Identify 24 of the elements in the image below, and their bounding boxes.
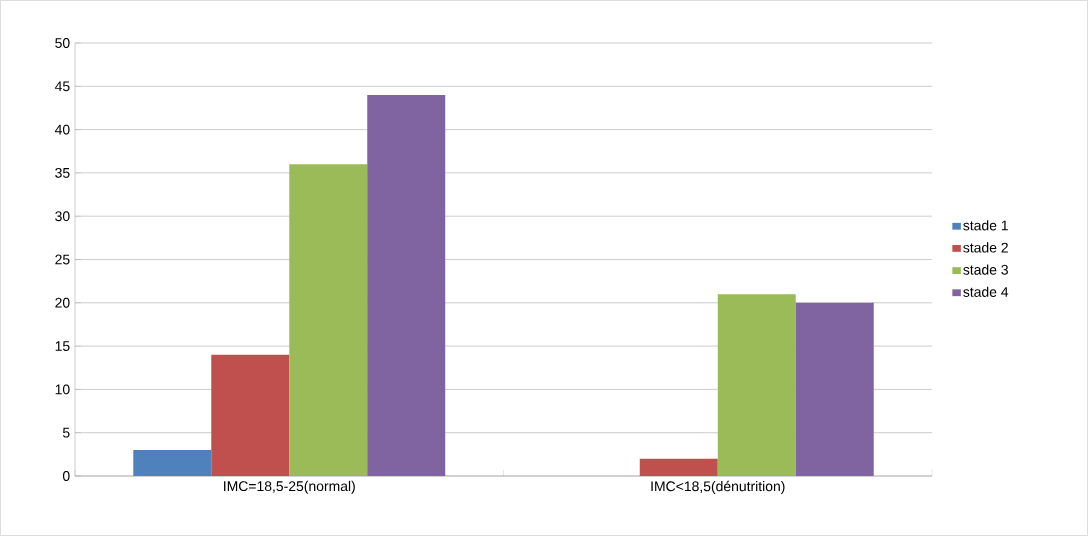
x-tick-label: IMC<18,5(dénutrition) xyxy=(651,480,785,495)
bar xyxy=(289,164,368,476)
legend-label: stade 2 xyxy=(963,242,1008,253)
y-tick-label: 20 xyxy=(55,297,70,308)
x-tick-label: IMC=18,5-25(normal) xyxy=(224,480,355,494)
y-tick-label: 30 xyxy=(55,211,70,222)
legend-label: stade 4 xyxy=(963,286,1009,297)
y-tick-label: 50 xyxy=(55,38,70,48)
y-tick-label: 35 xyxy=(55,167,70,178)
legend-label: stade 1 xyxy=(963,220,1008,231)
bar xyxy=(717,294,796,476)
bar xyxy=(133,450,212,476)
y-tick-label: 0 xyxy=(62,471,70,481)
bar xyxy=(639,458,718,476)
bar xyxy=(211,354,290,476)
legend-label: stade 3 xyxy=(963,264,1008,275)
y-tick-label: 25 xyxy=(55,254,70,265)
bar xyxy=(367,94,446,476)
bar xyxy=(795,302,874,476)
y-tick-label: 45 xyxy=(54,81,70,92)
y-tick-label: 40 xyxy=(54,124,70,135)
y-tick-label: 5 xyxy=(62,427,70,438)
y-tick-label: 15 xyxy=(55,341,70,351)
y-tick-label: 10 xyxy=(55,384,70,395)
